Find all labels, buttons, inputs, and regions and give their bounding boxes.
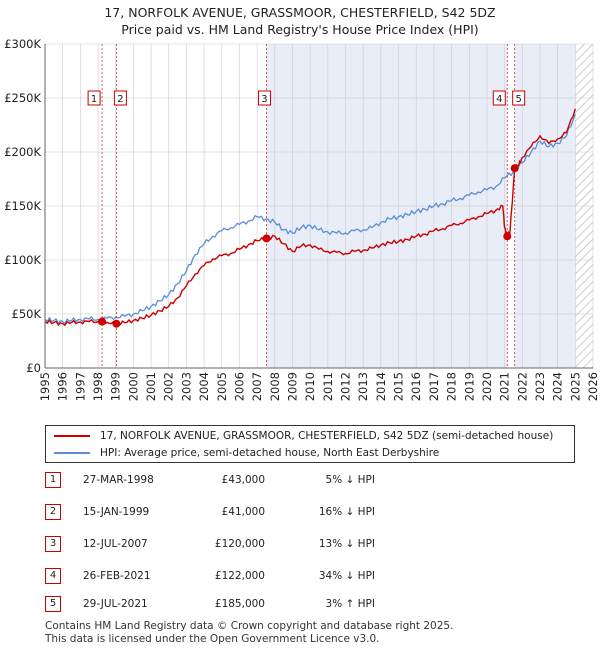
sale-hpi-diff: 5% ↓ HPI [325, 474, 375, 486]
sale-marker-box [87, 90, 101, 106]
title-line-2: Price paid vs. HM Land Registry's House … [121, 22, 479, 37]
chart-title: 17, NORFOLK AVENUE, GRASSMOOR, CHESTERFI… [0, 4, 600, 38]
y-tick-label: £0 [26, 361, 41, 375]
legend-swatch-hpi [54, 452, 90, 454]
table-row: 5 29-JUL-2021 £185,000 3% ↑ HPI [45, 596, 585, 614]
x-tick-label: 2004 [197, 372, 211, 401]
x-tick-label: 2026 [586, 372, 600, 401]
legend-item-property: 17, NORFOLK AVENUE, GRASSMOOR, CHESTERFI… [54, 428, 553, 444]
sale-marker-label: 3 [261, 94, 267, 105]
x-tick-label: 1996 [56, 372, 70, 401]
x-tick-label: 2023 [533, 372, 547, 401]
legend-label-hpi: HPI: Average price, semi-detached house,… [100, 447, 440, 459]
sale-dot [98, 317, 107, 326]
x-tick-label: 2016 [409, 372, 423, 401]
footer: Contains HM Land Registry data © Crown c… [45, 620, 453, 646]
x-tick-label: 2022 [515, 372, 529, 401]
sale-hpi-diff: 3% ↑ HPI [325, 598, 375, 610]
sale-dot [262, 234, 271, 243]
x-tick-label: 2007 [250, 372, 264, 401]
x-tick-label: 1998 [91, 372, 105, 401]
x-tick-label: 2001 [144, 372, 158, 401]
x-tick-label: 2005 [215, 372, 229, 401]
x-tick-label: 2011 [321, 372, 335, 401]
sale-markers: 1 2 3 4 5 [87, 44, 526, 368]
x-tick-label: 2010 [303, 372, 317, 401]
sale-date: 29-JUL-2021 [83, 598, 148, 610]
table-row: 2 15-JAN-1999 £41,000 16% ↓ HPI [45, 504, 585, 522]
sale-hpi-diff: 34% ↓ HPI [318, 570, 375, 582]
y-tick-label: £200K [4, 145, 41, 159]
sale-price: £41,000 [221, 506, 265, 518]
x-tick-label: 2006 [232, 372, 246, 401]
hpi-series-line [44, 113, 576, 325]
x-tick-label: 2014 [374, 372, 388, 401]
x-tick-label: 2021 [498, 372, 512, 401]
sale-number: 4 [45, 568, 61, 584]
sale-marker-label: 5 [516, 94, 522, 105]
x-tick-label: 2019 [462, 372, 476, 401]
y-tick-label: £250K [4, 91, 41, 105]
sale-number: 2 [45, 504, 61, 520]
x-tick-label: 2002 [162, 372, 176, 401]
x-tick-label: 2018 [445, 372, 459, 401]
sale-price: £120,000 [214, 538, 265, 550]
sale-hpi-diff: 16% ↓ HPI [318, 506, 375, 518]
y-tick-label: £150K [4, 199, 41, 213]
sale-marker-label: 2 [117, 94, 123, 105]
sale-date: 27-MAR-1998 [83, 474, 154, 486]
footer-line-2: This data is licensed under the Open Gov… [45, 633, 380, 645]
legend-label-property: 17, NORFOLK AVENUE, GRASSMOOR, CHESTERFI… [100, 430, 554, 442]
sale-marker-box [113, 90, 127, 106]
legend-item-hpi: HPI: Average price, semi-detached house,… [54, 445, 439, 461]
sale-price: £185,000 [214, 598, 265, 610]
y-tick-label: £100K [4, 253, 41, 267]
x-tick-label: 2003 [179, 372, 193, 401]
sale-price: £43,000 [221, 474, 265, 486]
sale-marker-box [492, 90, 506, 106]
y-tick-label: £300K [4, 37, 41, 51]
x-tick-label: 2000 [126, 372, 140, 401]
x-tick-label: 1999 [109, 372, 123, 401]
sale-dot [503, 232, 512, 241]
y-tick-label: £50K [12, 307, 42, 321]
x-tick-label: 1995 [38, 372, 52, 401]
property-series-line [44, 108, 576, 327]
table-row: 4 26-FEB-2021 £122,000 34% ↓ HPI [45, 568, 585, 586]
x-tick-label: 2015 [392, 372, 406, 401]
sale-marker-label: 1 [91, 94, 97, 105]
x-tick-label: 2008 [268, 372, 282, 401]
x-tick-label: 2024 [551, 372, 565, 401]
sale-dot [112, 319, 121, 328]
sale-marker-box [257, 90, 271, 106]
x-tick-label: 1997 [73, 372, 87, 401]
sale-number: 3 [45, 536, 61, 552]
x-tick-label: 2009 [285, 372, 299, 401]
sale-hpi-diff: 13% ↓ HPI [318, 538, 375, 550]
sale-marker-box [512, 90, 526, 106]
sale-number: 5 [45, 596, 61, 612]
sale-date: 26-FEB-2021 [83, 570, 151, 582]
legend: 17, NORFOLK AVENUE, GRASSMOOR, CHESTERFI… [45, 425, 575, 463]
x-tick-label: 2017 [427, 372, 441, 401]
x-tick-label: 2020 [480, 372, 494, 401]
sale-number: 1 [45, 472, 61, 488]
x-tick-label: 2025 [568, 372, 582, 401]
title-line-1: 17, NORFOLK AVENUE, GRASSMOOR, CHESTERFI… [104, 5, 496, 20]
sale-date: 15-JAN-1999 [83, 506, 150, 518]
sale-price: £122,000 [214, 570, 265, 582]
sale-marker-label: 4 [496, 94, 502, 105]
sale-dot [510, 164, 519, 173]
table-row: 1 27-MAR-1998 £43,000 5% ↓ HPI [45, 472, 585, 490]
legend-swatch-property [54, 435, 90, 437]
table-row: 3 12-JUL-2007 £120,000 13% ↓ HPI [45, 536, 585, 554]
series-lines [44, 108, 576, 327]
sale-date: 12-JUL-2007 [83, 538, 148, 550]
x-tick-label: 2013 [356, 372, 370, 401]
x-tick-label: 2012 [339, 372, 353, 401]
footer-line-1: Contains HM Land Registry data © Crown c… [45, 620, 454, 632]
